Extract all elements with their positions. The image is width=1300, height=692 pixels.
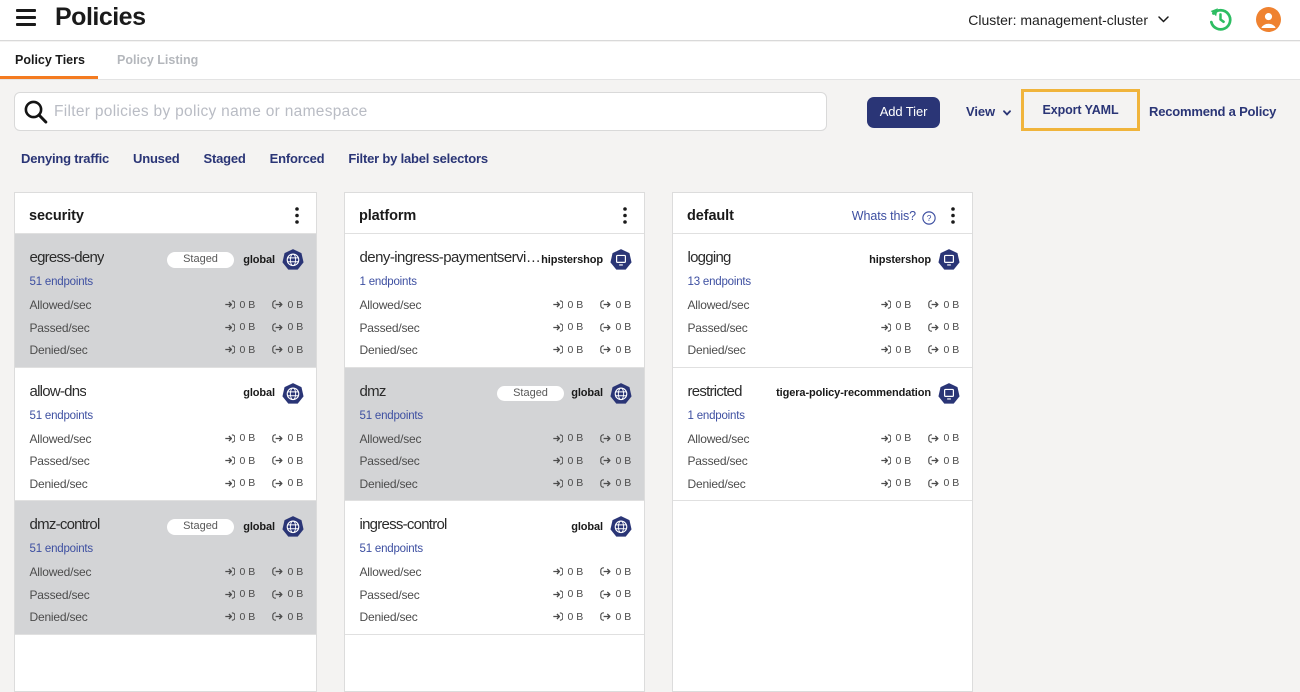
svg-text:?: ? [927,213,932,223]
